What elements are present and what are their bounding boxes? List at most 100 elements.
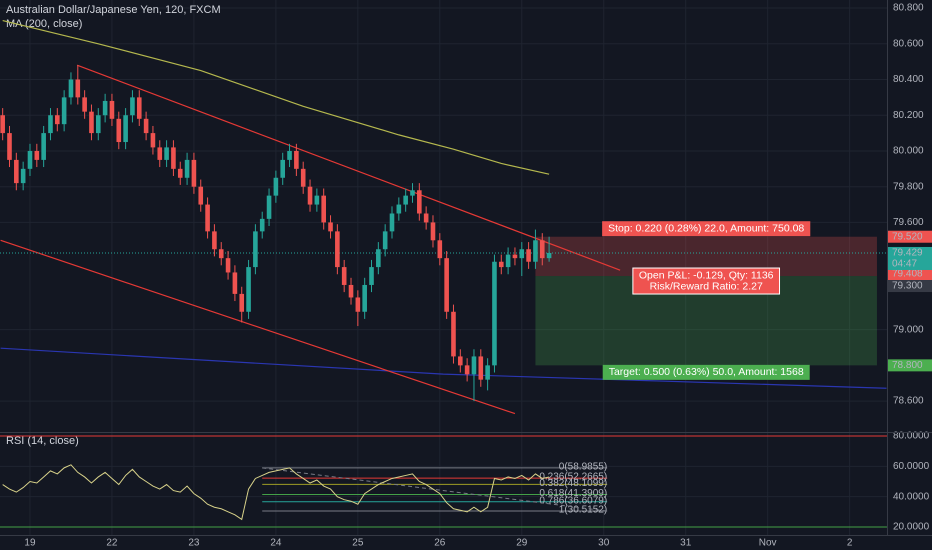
x-tick-label: Nov: [759, 538, 777, 549]
target-price-tag: [888, 359, 932, 372]
candle-body: [369, 267, 374, 285]
fib-trend-line: [262, 467, 608, 512]
candle-body: [232, 272, 238, 294]
candle-body: [355, 297, 361, 312]
candle-body: [164, 147, 169, 160]
candle-body: [75, 79, 81, 98]
candle-body: [109, 100, 115, 119]
candle-body: [253, 231, 258, 268]
candle-body: [239, 293, 245, 312]
target-text-box: [602, 364, 810, 380]
candle-body: [512, 254, 518, 259]
y-tick-label: 60.0000: [893, 461, 930, 472]
fib-label: 0.618(41.3909): [539, 488, 607, 499]
candle-body: [191, 159, 197, 187]
y-tick-label: 80.000: [893, 146, 924, 157]
marker-price: 79.408: [892, 269, 923, 280]
candle-body: [362, 284, 367, 312]
fib-label: 0(58.9855): [559, 462, 607, 473]
candle-body: [526, 249, 531, 262]
candle-body: [376, 249, 381, 268]
candle-body: [212, 231, 217, 250]
y-tick-label: 78.600: [893, 396, 924, 407]
candle-body: [471, 356, 477, 375]
candle-body: [417, 190, 422, 214]
grid: [0, 0, 887, 535]
candle-body: [430, 222, 436, 241]
candle-body: [198, 186, 204, 205]
candle-body: [437, 240, 443, 259]
rsi-line: [2, 464, 550, 521]
candle-body: [328, 222, 333, 232]
y-tick-label: 80.400: [893, 74, 924, 85]
candle-body: [519, 249, 525, 259]
candle-body: [68, 79, 74, 98]
stop-price-tag: [888, 230, 932, 243]
candle-body: [246, 267, 251, 312]
candle-body: [150, 133, 156, 148]
candle-body: [123, 115, 128, 143]
candle-body: [287, 150, 292, 160]
candle-body: [136, 97, 142, 119]
candle-body: [348, 284, 354, 298]
candle-body: [116, 118, 122, 143]
marker-price-tag: [888, 268, 932, 281]
pnl-text: Risk/Reward Ratio: 2.27: [650, 280, 763, 292]
stop-text: Stop: 0.220 (0.28%) 22.0, Amount: 750.08: [608, 223, 804, 235]
trend-line: [76, 64, 621, 271]
candle-body: [533, 240, 538, 262]
target-text: Target: 0.500 (0.63%) 50.0, Amount: 1568: [609, 366, 804, 378]
x-tick-label: 24: [270, 538, 282, 549]
candle-body: [61, 97, 67, 125]
candle-body: [177, 168, 183, 178]
candle-body: [27, 150, 33, 169]
candle-body: [0, 115, 5, 134]
candle-body: [205, 204, 210, 232]
candle-body: [171, 147, 176, 169]
pnl-text: Open P&L: -0.129, Qty: 1136: [639, 269, 774, 281]
candle-body: [102, 100, 108, 116]
fib-label: 0.382(48.1099): [539, 478, 607, 489]
y-tick-label: 79.000: [893, 324, 924, 335]
candle-body: [505, 254, 511, 268]
candle-body: [539, 240, 545, 259]
trend-line: [0, 239, 516, 415]
candle-body: [321, 195, 326, 223]
candle-body: [451, 311, 456, 357]
candle-body: [546, 252, 552, 259]
candle-body: [41, 133, 46, 160]
candle-body: [423, 213, 429, 223]
candle-body: [485, 365, 490, 380]
candle-body: [294, 150, 299, 169]
candle-body: [259, 218, 265, 232]
fib-label: 0.786(36.6079): [539, 495, 607, 506]
candle-body: [389, 213, 395, 232]
candle-body: [335, 231, 340, 268]
x-tick-label: 31: [680, 538, 692, 549]
x-tick-label: 19: [24, 538, 36, 549]
y-tick-label: 79.800: [893, 181, 924, 192]
candle-body: [157, 147, 163, 160]
fib-label: 1(30.5152): [559, 505, 607, 516]
candle-body: [492, 261, 497, 366]
candle-body: [464, 365, 470, 375]
countdown: 04:47: [892, 259, 917, 270]
candle-body: [444, 258, 449, 312]
x-tick-label: 25: [352, 538, 364, 549]
ma-legend: MA (200, close): [6, 18, 82, 30]
candle-body: [396, 204, 402, 214]
candle-body: [7, 133, 12, 160]
candle-body: [458, 356, 463, 366]
candle-body: [341, 267, 347, 285]
candle-body: [218, 249, 224, 259]
x-tick-label: 26: [434, 538, 446, 549]
candle-body: [34, 150, 40, 160]
candle-body: [225, 258, 231, 273]
current-price-tag: [888, 246, 932, 259]
y-tick-label: 80.600: [893, 38, 924, 49]
candle-body: [14, 159, 19, 184]
y-tick-label: 80.200: [893, 110, 924, 121]
candle-body: [82, 97, 87, 112]
